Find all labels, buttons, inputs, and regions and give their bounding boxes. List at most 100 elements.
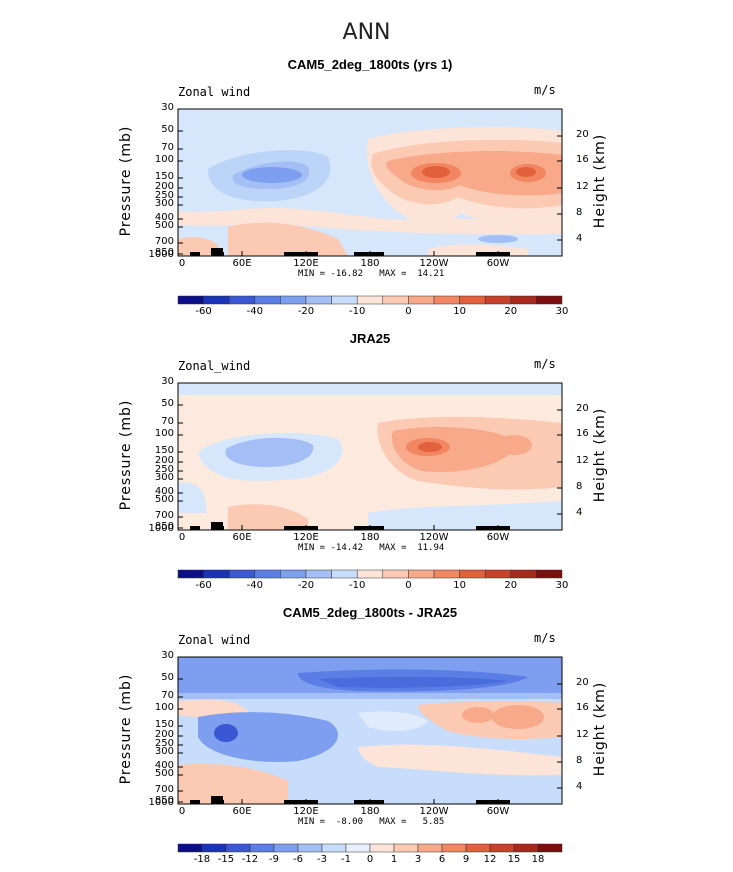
colorbar-swatch — [459, 569, 486, 579]
topography-bar — [190, 800, 200, 804]
colorbar-swatch — [297, 843, 323, 853]
y-tick-label: 1000 — [148, 797, 174, 808]
contour-plot — [177, 656, 563, 805]
x-tick-label: 0 — [178, 806, 186, 817]
lower-westerly-surface — [178, 763, 288, 804]
x-tick-label: 120E — [293, 806, 319, 817]
colorbar-swatch — [536, 295, 563, 305]
colorbar-tick-label: 20 — [504, 306, 518, 317]
x-tick-label: 120E — [293, 258, 319, 269]
colorbar-swatch — [225, 843, 251, 853]
colorbar-swatch — [441, 843, 467, 853]
x-tick-label: 180 — [360, 806, 380, 817]
y2-tick-label: 8 — [576, 481, 583, 492]
y-tick-label: 150 — [154, 719, 174, 730]
y-tick-label: 700 — [154, 784, 174, 795]
units-label: m/s — [534, 83, 556, 97]
colorbar-tick-label: 30 — [555, 306, 569, 317]
topography-bar — [211, 248, 223, 256]
colorbar-swatch — [177, 295, 204, 305]
y-tick-label: 50 — [161, 672, 174, 683]
contour-field — [178, 657, 562, 804]
colorbar-swatch — [177, 843, 203, 853]
x-tick-label: 120E — [293, 532, 319, 543]
y-axis-label-right: Height (km) — [592, 681, 608, 776]
figure-title: ANN — [342, 20, 391, 45]
colorbar-swatch — [465, 843, 491, 853]
colorbar-tick-label: -18 — [193, 854, 211, 865]
topography-bar — [190, 252, 200, 256]
y-tick-label: 500 — [154, 768, 174, 779]
colorbar-tick-label: -60 — [195, 306, 212, 317]
colorbar-tick-label: -40 — [246, 580, 263, 591]
colorbar-swatch — [433, 295, 460, 305]
colorbar-tick-label: 30 — [555, 580, 569, 591]
lower-westerly-surface — [228, 504, 308, 530]
colorbar-tick-label: -20 — [297, 306, 315, 317]
colorbar-tick-label: 10 — [453, 580, 466, 591]
y-tick-label: 70 — [161, 690, 174, 701]
colorbar-swatch — [510, 569, 537, 579]
y-tick-label: 700 — [154, 510, 174, 521]
colorbar-tick-label: -3 — [317, 854, 327, 865]
colorbar-tick-label: 10 — [453, 306, 466, 317]
x-tick-label: 60W — [486, 258, 510, 269]
y-tick-label: 850 — [154, 521, 174, 532]
jet-region-mid — [386, 151, 562, 196]
stratosphere-band — [178, 383, 562, 395]
colorbar-swatch — [393, 843, 419, 853]
y-tick-label: 850 — [154, 795, 174, 806]
topography-bar — [284, 526, 318, 530]
min-max-readout: MIN = -16.82 MAX = 14.21 — [298, 269, 445, 279]
y-tick-label: 1000 — [148, 249, 174, 260]
panel-title: JRA25 — [349, 331, 391, 346]
colorbar-swatch — [356, 295, 384, 305]
panel-title: CAM5_2deg_1800ts (yrs 1) — [287, 57, 453, 72]
y-tick-label: 500 — [154, 220, 174, 231]
units-label: m/s — [534, 631, 556, 645]
min-max-readout: MIN = -14.42 MAX = 11.94 — [298, 543, 445, 553]
easterly-core — [225, 437, 314, 467]
colorbar-swatch — [459, 295, 486, 305]
y-tick-label: 400 — [154, 760, 174, 771]
units-label: m/s — [534, 357, 556, 371]
x-tick-label: 60W — [486, 806, 510, 817]
colorbar-tick-label: 18 — [531, 854, 545, 865]
colorbar-tick-label: 0 — [366, 854, 374, 865]
y2-tick-label: 16 — [576, 154, 589, 165]
topography-bar — [284, 252, 318, 256]
colorbar-swatch — [273, 843, 299, 853]
topography-bar — [354, 526, 384, 530]
y-tick-label: 300 — [154, 198, 174, 209]
jet-core-east-max — [418, 442, 442, 452]
easterly-bias-lobe — [254, 729, 294, 753]
colorbar-tick-label: 0 — [405, 580, 412, 591]
y-tick-label: 150 — [154, 445, 174, 456]
contour-field — [178, 383, 562, 530]
contour-plot — [177, 108, 563, 257]
colorbar-swatch — [484, 295, 512, 305]
colorbar-swatch — [513, 843, 539, 853]
colorbar — [177, 295, 563, 305]
colorbar-swatch — [369, 843, 395, 853]
y-tick-label: 30 — [161, 376, 174, 387]
y-tick-label: 500 — [154, 494, 174, 505]
y-tick-label: 70 — [161, 416, 174, 427]
colorbar-swatch — [382, 295, 409, 305]
colorbar-tick-label: -10 — [349, 306, 366, 317]
colorbar-tick-label: -6 — [293, 854, 303, 865]
colorbar-swatch — [254, 569, 281, 579]
strato-bias-edge — [178, 693, 562, 699]
x-tick-label: 0 — [178, 532, 186, 543]
colorbar-swatch — [228, 295, 256, 305]
y-tick-label: 400 — [154, 212, 174, 223]
colorbar-swatch — [280, 295, 307, 305]
y2-tick-label: 16 — [576, 428, 589, 439]
y-tick-label: 30 — [161, 650, 174, 661]
y-tick-label: 250 — [154, 464, 174, 475]
y-axis-label-right: Height (km) — [592, 407, 608, 502]
lower-westerly-band — [358, 744, 562, 776]
colorbar-swatch — [203, 295, 230, 305]
colorbar-tick-label: -10 — [349, 580, 366, 591]
colorbar-swatch — [356, 569, 384, 579]
